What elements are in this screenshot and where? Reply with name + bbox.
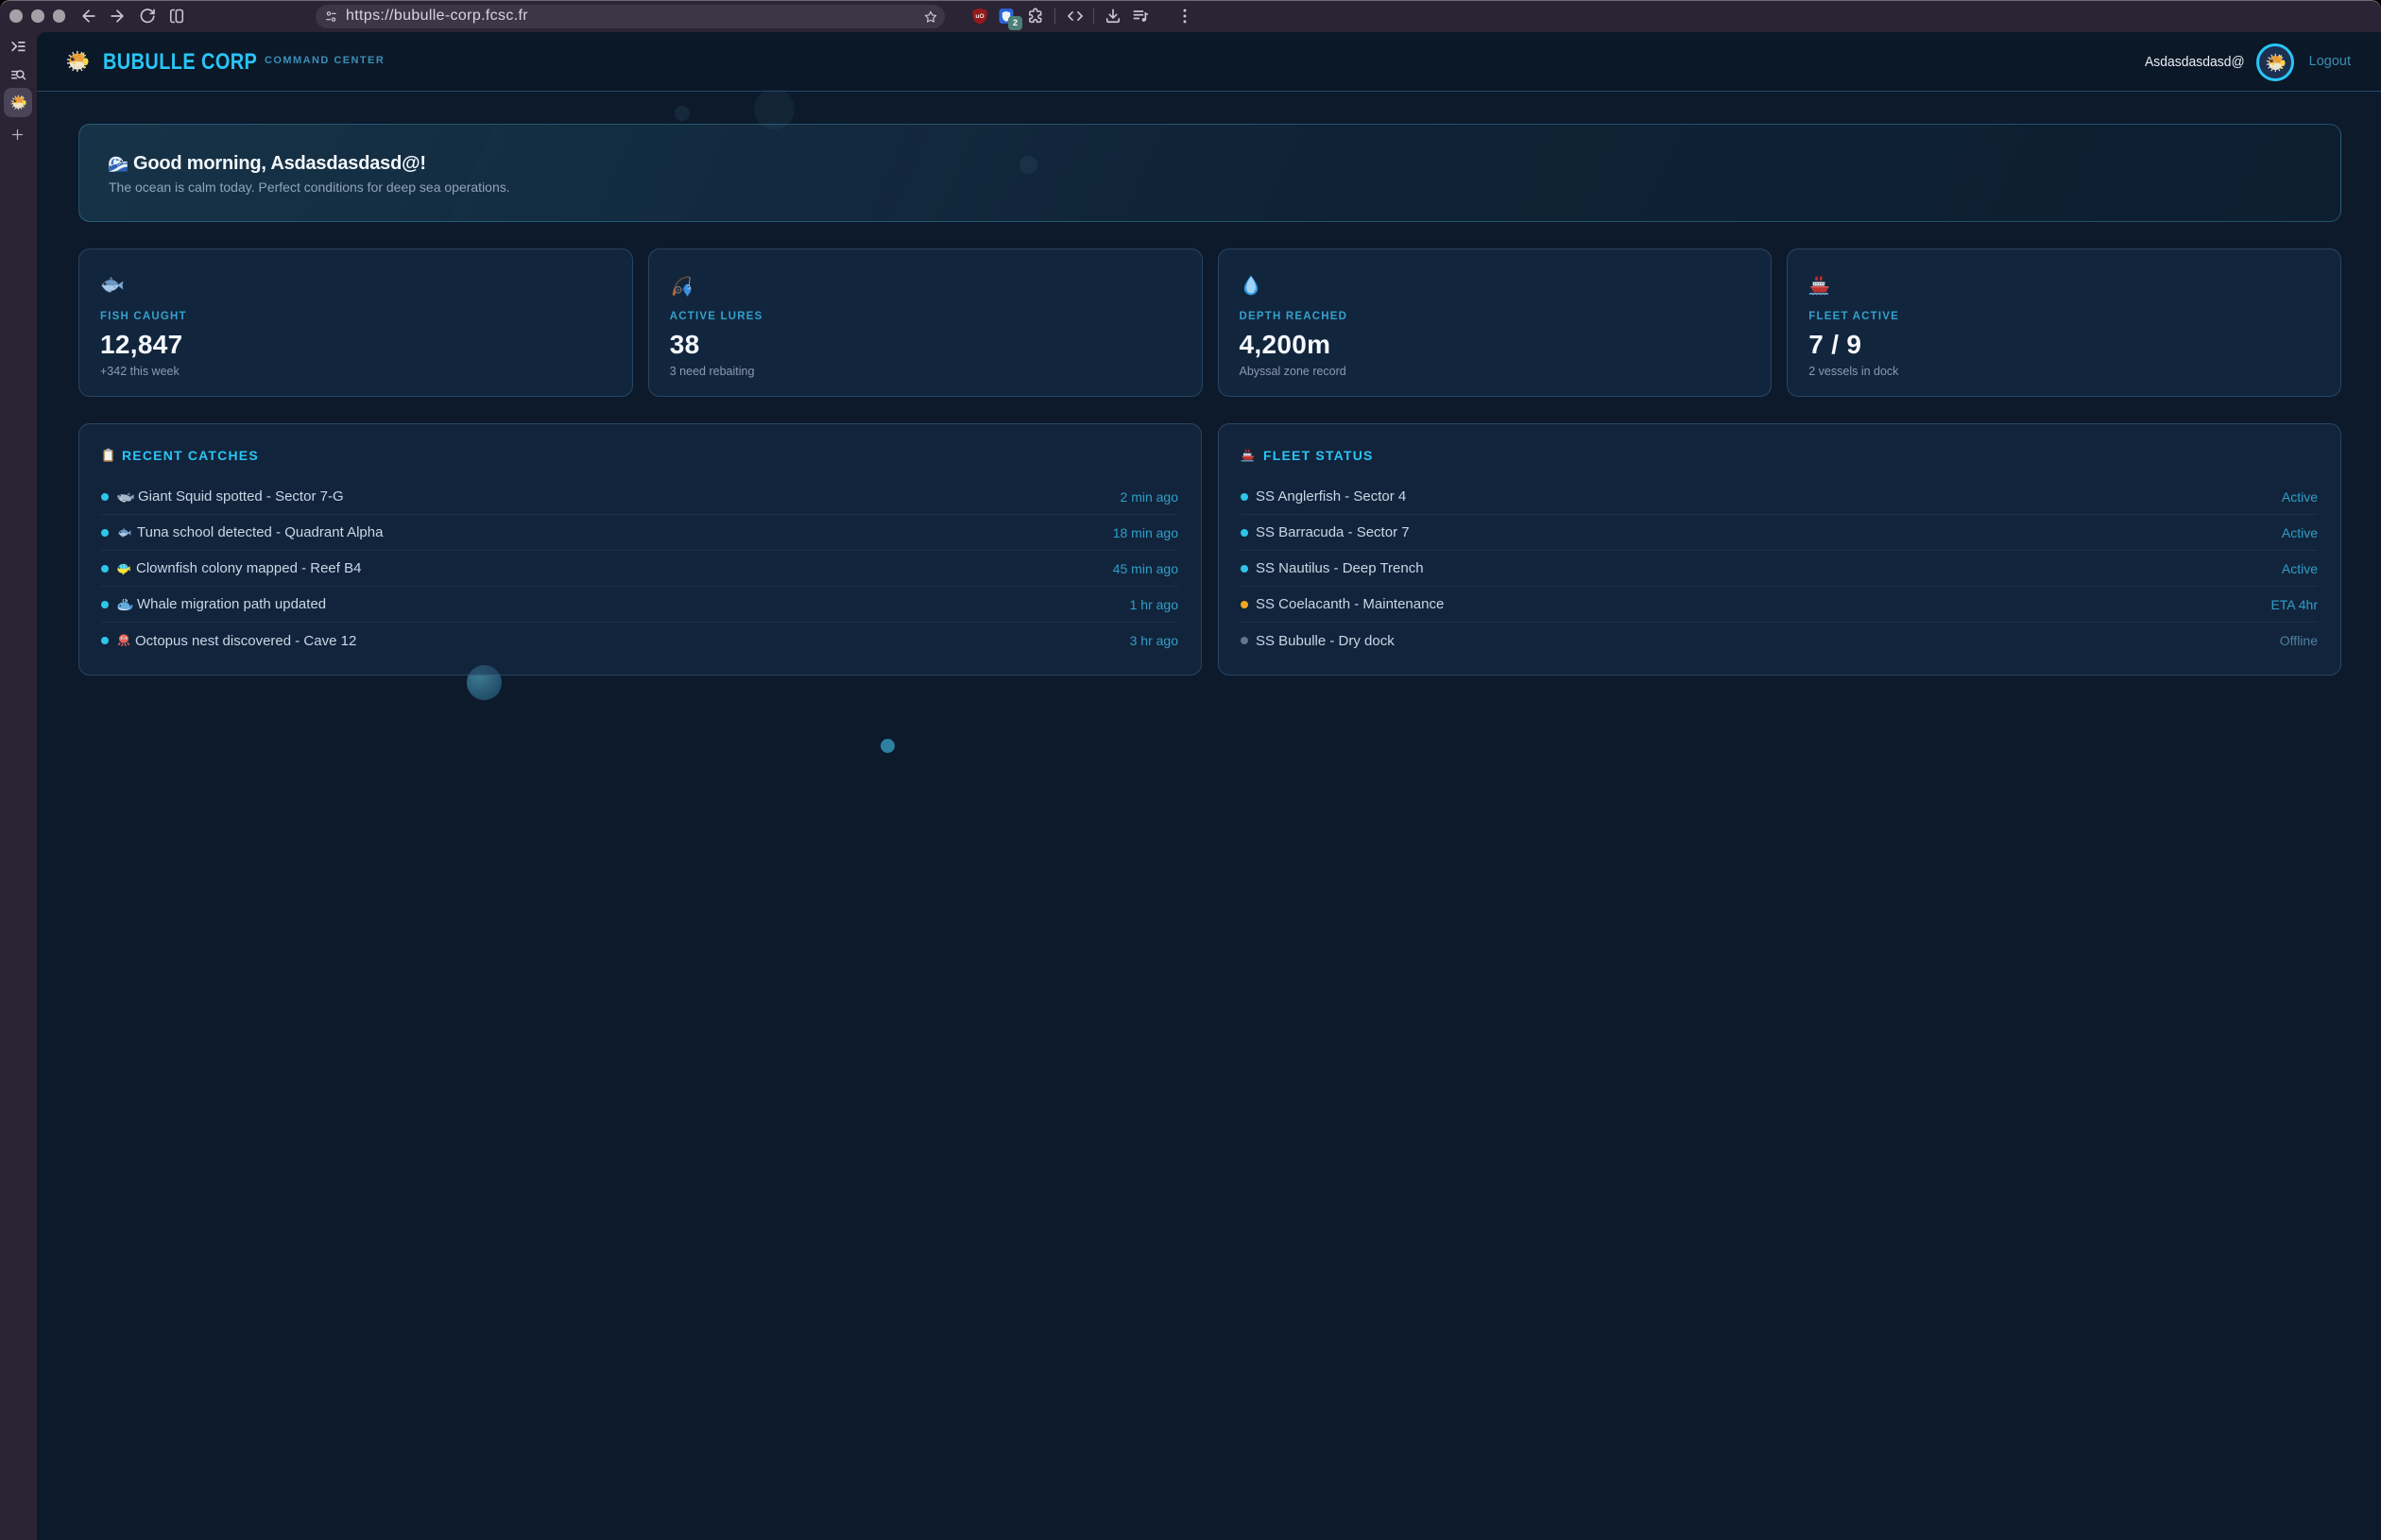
svg-text:uO: uO: [975, 13, 984, 20]
